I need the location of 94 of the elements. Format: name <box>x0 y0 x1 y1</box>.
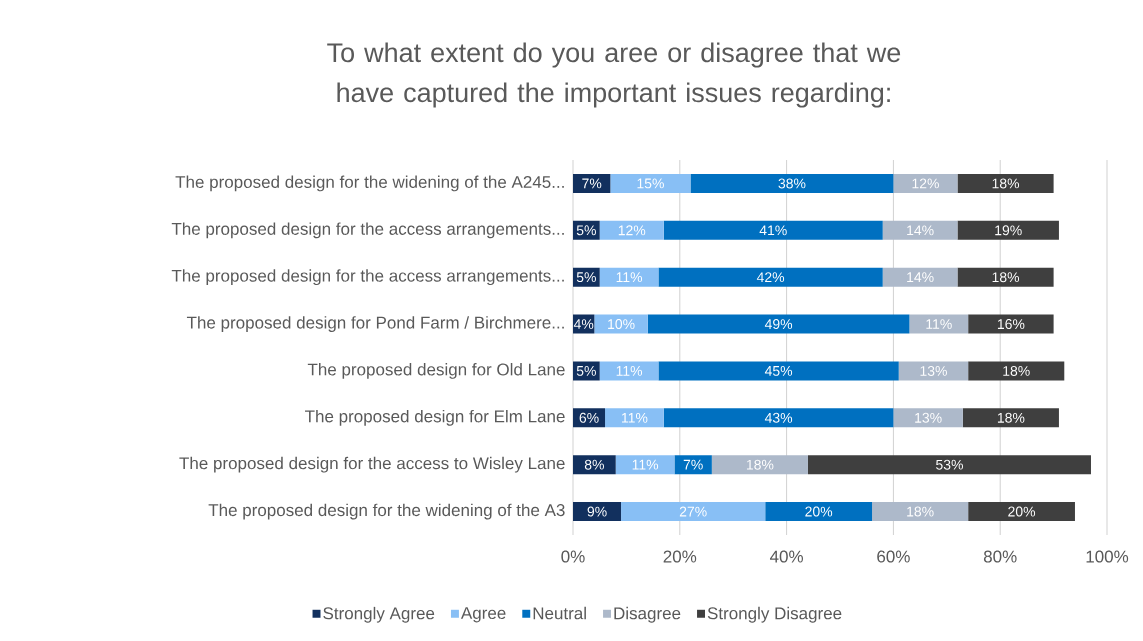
data-label: 14% <box>907 272 934 283</box>
data-label: 11% <box>616 366 643 376</box>
legend-label: Strongly Agree <box>323 606 435 623</box>
data-label: 11% <box>621 412 648 423</box>
x-tick-label: 20% <box>663 550 697 563</box>
data-label: 7% <box>582 178 602 189</box>
data-label: 11% <box>926 319 952 329</box>
bar <box>605 408 664 428</box>
legend-label: Agree <box>460 607 506 623</box>
data-label: 11% <box>632 459 659 470</box>
data-label: 10% <box>608 319 635 330</box>
data-label: 5% <box>576 366 596 376</box>
bar <box>882 220 958 240</box>
data-label: 20% <box>1008 506 1036 517</box>
bar <box>621 502 766 522</box>
data-label: 6% <box>579 412 599 423</box>
data-label: 15% <box>637 178 664 189</box>
y-tick-label: The proposed design for the widening of the A245... <box>175 175 564 192</box>
bar <box>968 361 1065 381</box>
bar <box>957 220 1059 240</box>
data-label: 18% <box>746 459 774 470</box>
bar <box>647 314 910 334</box>
data-label: 11% <box>616 272 643 283</box>
x-tick-label: 80% <box>983 550 1017 563</box>
data-label: 43% <box>764 412 793 423</box>
bar <box>962 408 1059 428</box>
bar <box>893 408 963 428</box>
bar <box>658 267 883 287</box>
data-label: 18% <box>997 412 1025 423</box>
chart-title: To what extent do you aree or disagree that we have captured the important issues regarding: <box>327 42 901 108</box>
bar <box>690 173 894 193</box>
bar <box>658 361 899 381</box>
data-label: 45% <box>764 366 793 376</box>
bar <box>872 502 969 522</box>
bar <box>909 314 969 334</box>
bar <box>599 267 659 287</box>
data-label: 38% <box>778 178 806 189</box>
y-tick-label: The proposed design for the access to Wisley Lane <box>179 456 565 473</box>
data-label: 12% <box>912 178 939 189</box>
y-tick-label: The proposed design for Elm Lane <box>305 409 565 426</box>
data-label: 49% <box>764 319 793 330</box>
data-label: 4% <box>573 319 594 329</box>
data-label: 13% <box>915 412 942 423</box>
y-tick-label: The proposed design for the access arrangements... <box>171 222 564 239</box>
data-label: 20% <box>805 506 833 517</box>
data-label: 14% <box>907 225 934 236</box>
bar <box>807 455 1091 475</box>
bar <box>610 173 691 193</box>
bar <box>594 314 648 334</box>
data-label: 7% <box>683 459 703 470</box>
bar <box>968 314 1054 334</box>
data-label: 13% <box>920 365 947 376</box>
legend-label: Disagree <box>614 606 681 623</box>
x-tick-label: 100% <box>1086 550 1129 563</box>
bar <box>615 455 675 475</box>
bar <box>674 455 712 475</box>
data-label: 5% <box>576 272 596 283</box>
bar <box>968 502 1075 522</box>
y-tick-label: The proposed design for Old Lane <box>307 363 565 379</box>
data-label: 18% <box>907 506 934 517</box>
bar <box>711 455 808 475</box>
bar <box>573 502 622 522</box>
data-label: 9% <box>587 506 607 517</box>
data-label: 18% <box>992 178 1020 189</box>
bar <box>765 502 873 522</box>
data-label: 19% <box>995 225 1022 236</box>
legend-label: Strongly Disagree <box>707 606 842 623</box>
bar <box>957 267 1054 287</box>
data-label: 27% <box>679 506 707 517</box>
bar <box>663 220 883 240</box>
data-label: 18% <box>992 272 1020 283</box>
legend-label: Neutral <box>533 606 586 620</box>
bar <box>882 267 958 287</box>
data-label: 16% <box>997 319 1025 330</box>
data-label: 5% <box>576 225 596 236</box>
data-label: 12% <box>618 225 646 236</box>
y-tick-label: The proposed design for Pond Farm / Birchmere... <box>186 316 564 332</box>
data-label: 42% <box>756 272 785 283</box>
bar <box>663 408 894 428</box>
x-tick-label: 40% <box>769 550 803 563</box>
x-tick-label: 60% <box>877 550 910 563</box>
data-label: 8% <box>584 459 604 470</box>
bar <box>599 361 659 381</box>
data-label: 41% <box>759 225 787 236</box>
data-label: 53% <box>936 459 963 470</box>
data-label: 18% <box>1003 365 1030 376</box>
bar <box>599 220 664 240</box>
bar <box>898 361 969 381</box>
y-tick-label: The proposed design for the widening of the A3 <box>208 503 565 520</box>
bar <box>573 455 616 475</box>
y-tick-label: The proposed design for the access arrangements... <box>171 269 564 286</box>
bar <box>893 173 958 193</box>
bar <box>957 173 1054 193</box>
x-tick-label: 0% <box>561 550 585 563</box>
